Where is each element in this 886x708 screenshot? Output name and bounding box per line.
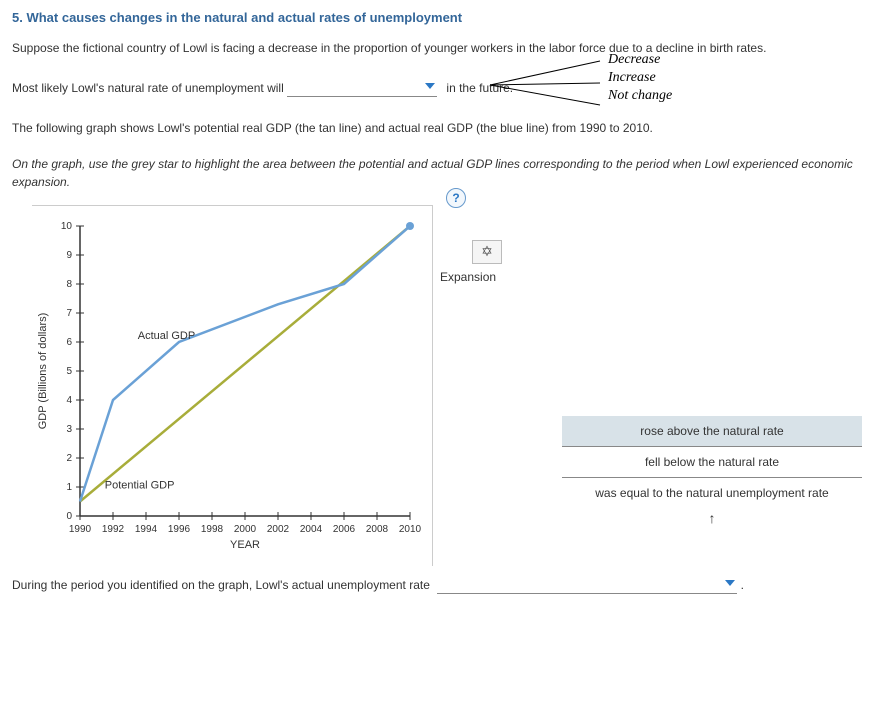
up-arrow-icon: ↑ — [562, 510, 862, 526]
chevron-down-icon — [725, 580, 735, 586]
svg-text:2008: 2008 — [366, 524, 389, 535]
svg-text:5: 5 — [66, 366, 72, 377]
svg-text:3: 3 — [66, 424, 72, 435]
svg-text:10: 10 — [61, 221, 73, 232]
svg-text:Potential GDP: Potential GDP — [105, 479, 175, 491]
star-tool-button[interactable]: ✡ — [472, 240, 502, 264]
question-title: What causes changes in the natural and a… — [26, 10, 462, 25]
callout-option-notchange: Not change — [608, 87, 672, 105]
answer-option-2[interactable]: fell below the natural rate — [562, 447, 862, 478]
svg-text:2006: 2006 — [333, 524, 356, 535]
callout-option-decrease: Decrease — [608, 51, 672, 69]
answer-option-1[interactable]: rose above the natural rate — [562, 416, 862, 447]
callout-option-increase: Increase — [608, 69, 672, 87]
unemployment-rate-dropdown[interactable] — [437, 579, 737, 594]
svg-text:6: 6 — [66, 337, 72, 348]
svg-text:8: 8 — [66, 279, 72, 290]
final-sentence: During the period you identified on the … — [12, 578, 430, 592]
svg-text:1992: 1992 — [102, 524, 125, 535]
svg-text:1994: 1994 — [135, 524, 158, 535]
svg-text:GDP (Billions of dollars): GDP (Billions of dollars) — [37, 313, 49, 430]
svg-text:2010: 2010 — [399, 524, 422, 535]
svg-text:0: 0 — [66, 511, 72, 522]
answer-options: rose above the natural rate fell below t… — [562, 416, 862, 526]
svg-text:1998: 1998 — [201, 524, 224, 535]
svg-text:2: 2 — [66, 453, 72, 464]
intro-text: Suppose the fictional country of Lowl is… — [12, 39, 874, 57]
svg-text:YEAR: YEAR — [230, 539, 260, 551]
svg-text:2000: 2000 — [234, 524, 257, 535]
question-number: 5. — [12, 10, 23, 25]
svg-text:2002: 2002 — [267, 524, 290, 535]
gdp-chart[interactable]: 0 1 2 3 4 5 6 7 8 9 10 1990 1992 1994 1996 1998 2000 2002… — [32, 206, 432, 566]
sentence-period: . — [741, 578, 744, 592]
svg-text:2004: 2004 — [300, 524, 323, 535]
svg-text:Actual GDP: Actual GDP — [138, 330, 195, 342]
sentence-pre: Most likely Lowl's natural rate of unemp… — [12, 81, 284, 95]
help-icon[interactable]: ? — [446, 188, 466, 208]
chart-panel: ? ✡ Expansion 01234567891019901992199419… — [32, 205, 433, 566]
natural-rate-dropdown[interactable] — [287, 82, 437, 97]
svg-text:1996: 1996 — [168, 524, 191, 535]
graph-instruction: On the graph, use the grey star to highl… — [12, 155, 874, 191]
svg-text:7: 7 — [66, 308, 72, 319]
svg-text:4: 4 — [66, 395, 72, 406]
svg-text:1990: 1990 — [69, 524, 92, 535]
answer-option-3[interactable]: was equal to the natural unemployment ra… — [562, 478, 862, 508]
svg-text:1: 1 — [66, 482, 72, 493]
expansion-label: Expansion — [440, 270, 520, 284]
svg-text:9: 9 — [66, 250, 72, 261]
chevron-down-icon — [425, 83, 435, 89]
graph-intro: The following graph shows Lowl's potenti… — [12, 119, 874, 137]
